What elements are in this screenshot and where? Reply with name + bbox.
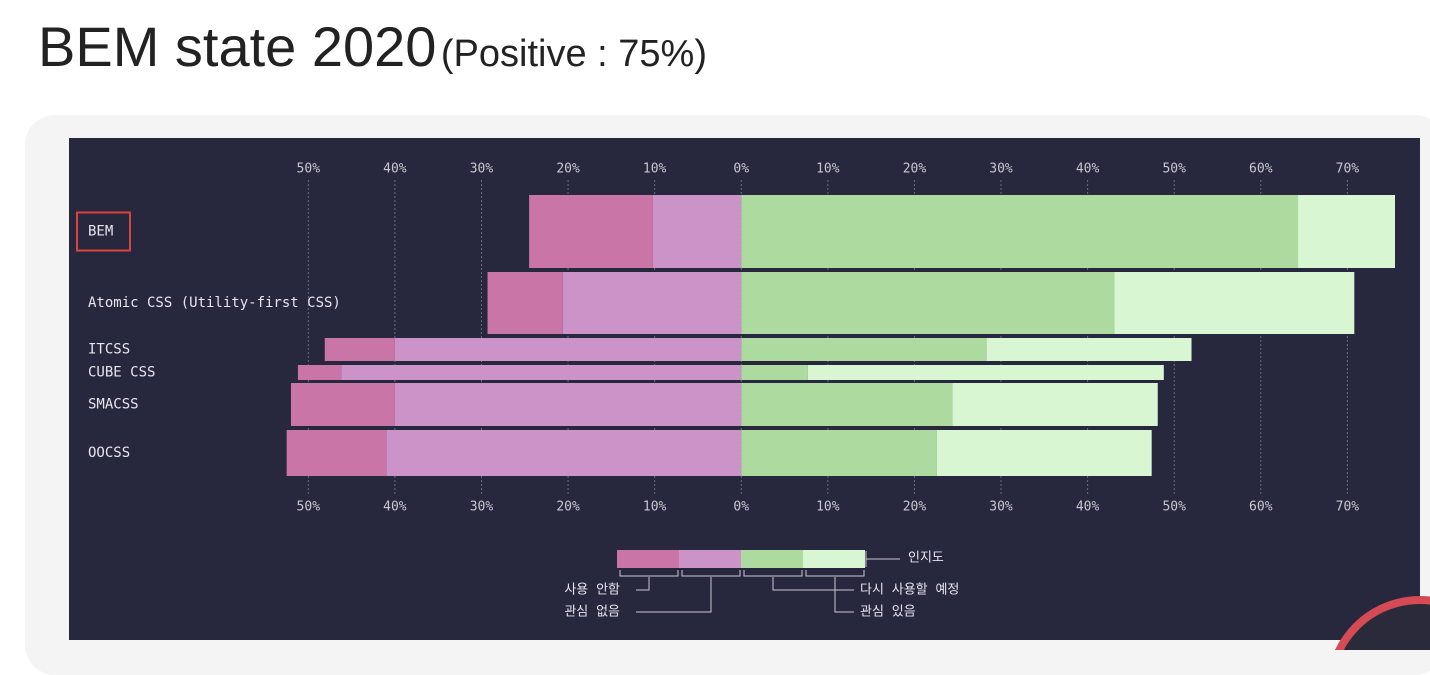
x-tick-label: 50% xyxy=(1162,500,1186,515)
x-tick-label: 60% xyxy=(1249,162,1273,177)
bar xyxy=(562,272,742,334)
x-tick-label: 40% xyxy=(1076,500,1100,515)
bar xyxy=(741,195,1299,268)
x-tick-label: 40% xyxy=(383,500,407,515)
category-label: BEM xyxy=(88,224,113,240)
x-tick-label: 50% xyxy=(297,162,321,177)
bar xyxy=(741,430,937,476)
x-tick-label: 0% xyxy=(733,500,749,515)
bar xyxy=(286,430,387,476)
x-tick-label: 20% xyxy=(556,500,580,515)
x-tick-label: 30% xyxy=(470,162,494,177)
legend-swatch xyxy=(803,550,865,568)
bar xyxy=(341,365,742,380)
legend-swatch xyxy=(617,550,679,568)
bar xyxy=(386,430,742,476)
highlight-box xyxy=(76,211,131,252)
x-tick-label: 10% xyxy=(643,162,667,177)
legend-label: 사용 안함 xyxy=(564,583,620,598)
bar xyxy=(324,338,395,361)
bar xyxy=(1114,272,1355,334)
legend-leaders xyxy=(619,551,900,613)
x-tick-label: 10% xyxy=(816,500,840,515)
subtitle: (Positive : 75%) xyxy=(440,33,707,75)
bar xyxy=(936,430,1152,476)
x-tick-label: 0% xyxy=(733,162,749,177)
page: BEM state 2020 (Positive : 75%) 50% 50% 40… xyxy=(25,14,1430,675)
bar xyxy=(741,272,1115,334)
category-label: Atomic CSS (Utility-first CSS) xyxy=(88,295,341,311)
x-tick-label: 20% xyxy=(903,500,927,515)
x-tick-label: 40% xyxy=(1076,162,1100,177)
category-label: CUBE CSS xyxy=(88,365,155,381)
x-tick-label: 40% xyxy=(383,162,407,177)
bar xyxy=(807,365,1164,380)
bar xyxy=(290,383,395,426)
x-tick-label: 30% xyxy=(989,500,1013,515)
x-tick-label: 20% xyxy=(556,162,580,177)
legend-label: 관심 없음 xyxy=(564,605,620,620)
x-tick-label: 70% xyxy=(1336,500,1360,515)
title: BEM state 2020 xyxy=(38,15,437,78)
x-tick-label: 60% xyxy=(1249,500,1273,515)
webcam-overlay xyxy=(1334,596,1430,650)
legend-label: 다시 사용할 예정 xyxy=(860,583,959,598)
x-tick-label: 70% xyxy=(1336,162,1360,177)
bar xyxy=(986,338,1192,361)
bar xyxy=(394,338,742,361)
x-tick-label: 10% xyxy=(816,162,840,177)
legend-title: 인지도 xyxy=(908,551,944,566)
x-tick-label: 50% xyxy=(1162,162,1186,177)
x-tick-label: 10% xyxy=(643,500,667,515)
bar xyxy=(529,195,653,268)
title-block: BEM state 2020 (Positive : 75%) xyxy=(38,14,707,79)
legend-swatch xyxy=(741,550,803,568)
legend-label: 관심 있음 xyxy=(860,605,916,620)
bar xyxy=(741,365,808,380)
bar xyxy=(741,383,953,426)
x-tick-label: 50% xyxy=(297,500,321,515)
category-label: SMACSS xyxy=(88,397,139,413)
bar xyxy=(1298,195,1396,268)
category-label: ITCSS xyxy=(88,342,130,358)
x-tick-label: 30% xyxy=(989,162,1013,177)
bar xyxy=(652,195,742,268)
bar xyxy=(741,338,987,361)
x-tick-label: 30% xyxy=(470,500,494,515)
category-label: OOCSS xyxy=(88,445,130,461)
bar xyxy=(394,383,742,426)
chart: 50% 50% 40% 40% 30% 30% 20% 20% 10% 10% 0% 0% 10% 10%… xyxy=(69,138,1430,650)
bar xyxy=(297,365,342,380)
bar xyxy=(487,272,563,334)
x-tick-label: 20% xyxy=(903,162,927,177)
legend-swatch xyxy=(679,550,741,568)
bar xyxy=(952,383,1158,426)
